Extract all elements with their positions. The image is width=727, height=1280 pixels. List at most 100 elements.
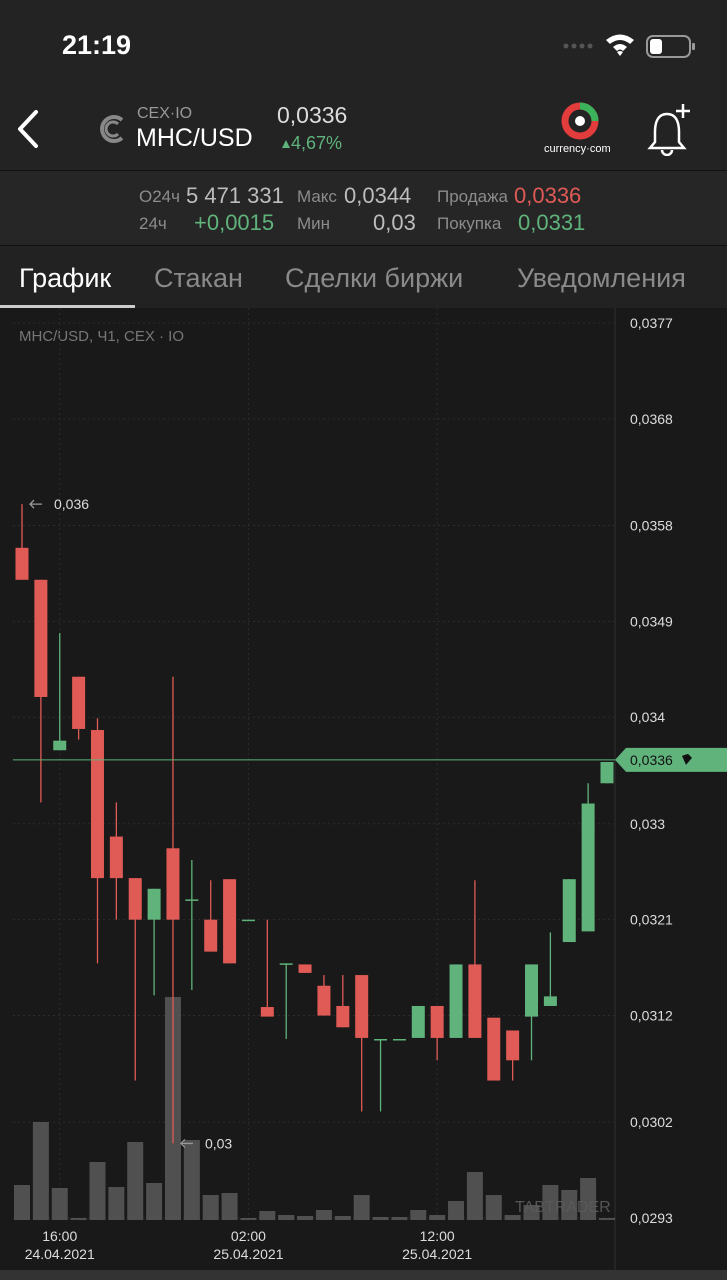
tab[interactable]: График: [19, 263, 112, 293]
marker-arrow: [180, 1138, 193, 1148]
volume-bar: [240, 1218, 257, 1220]
candle-body: [336, 1005, 350, 1028]
volume-bar: [504, 1215, 521, 1220]
volume-bar: [523, 1205, 540, 1220]
up-arrow: [282, 140, 290, 148]
y-tick-label: 0,033: [630, 816, 665, 832]
header-price: 0,0336: [277, 102, 348, 128]
candle-body: [185, 899, 199, 901]
candle-body: [449, 964, 463, 1038]
last-price-tag: [615, 747, 727, 772]
marker-label: 0,03: [205, 1135, 232, 1151]
exchange-name: CEX·IO: [137, 105, 193, 122]
volume-bar: [391, 1217, 408, 1220]
volume-bar: [410, 1210, 427, 1220]
back-button[interactable]: [14, 108, 44, 150]
volume-bar: [146, 1183, 163, 1220]
marker-arrow: [29, 499, 42, 509]
y-tick-label: 0,0368: [630, 411, 673, 427]
candle-body: [562, 879, 576, 943]
volume-bar: [221, 1193, 238, 1220]
x-tick-date: 25.04.2021: [213, 1246, 283, 1262]
chart-label: MHC/USD, Ч1, CEX · IO: [19, 328, 184, 345]
brand-logo[interactable]: [559, 102, 601, 142]
volume-bar: [108, 1187, 125, 1220]
stat-value: 5 471 331: [186, 183, 284, 208]
volume-bar: [466, 1172, 483, 1220]
marker-label: 0,036: [54, 496, 89, 512]
volume-bar: [51, 1188, 68, 1220]
y-tick-label: 0,0312: [630, 1008, 673, 1024]
stat-label: Покупка: [437, 214, 502, 233]
status-icons: [563, 34, 695, 58]
candle-body: [241, 919, 255, 922]
volume-bar: [429, 1215, 446, 1220]
candle-body: [374, 1039, 388, 1041]
volume-bar: [448, 1201, 465, 1220]
alert-button[interactable]: [645, 102, 695, 156]
volume-bar: [485, 1195, 502, 1220]
stat-value: 0,03: [373, 210, 416, 235]
bottom-bar: [0, 1270, 727, 1280]
candle-body: [487, 1017, 501, 1081]
exchange-logo: [100, 115, 124, 143]
header-bar: [0, 0, 727, 171]
volume-bar: [297, 1216, 314, 1220]
volume-bar: [127, 1142, 144, 1220]
stat-value: 0,0344: [344, 183, 412, 208]
x-tick-date: 25.04.2021: [402, 1246, 472, 1262]
volume-bar: [542, 1185, 559, 1220]
stat-label: Макс: [297, 187, 337, 206]
volume-bar: [183, 1140, 200, 1220]
tab[interactable]: Уведомления: [517, 263, 686, 293]
candle-body: [600, 761, 614, 784]
x-tick-label: 02:00: [231, 1228, 266, 1244]
volume-bar: [372, 1217, 389, 1220]
candle-body: [53, 740, 67, 751]
tab[interactable]: Стакан: [154, 263, 243, 293]
volume-bar: [259, 1211, 276, 1220]
stat-label: 24ч: [139, 214, 167, 233]
y-tick-label: 0,0293: [630, 1210, 673, 1226]
candlestick-chart: MHC/USD, Ч1, CEX · IO TABTRADER 0,03770,…: [0, 308, 727, 1280]
y-tick-label: 0,0377: [630, 315, 673, 331]
status-time: 21:19: [62, 30, 132, 60]
candle-body: [72, 676, 86, 729]
candle-body: [223, 879, 237, 964]
volume-bar: [14, 1185, 30, 1220]
x-tick-date: 24.04.2021: [25, 1246, 95, 1262]
y-tick-label: 0,0302: [630, 1114, 673, 1130]
brand-name: currency·com: [544, 143, 611, 155]
candle-body: [204, 919, 218, 952]
volume-bar: [353, 1195, 370, 1220]
candle-body: [411, 1005, 425, 1038]
y-tick-label: 0,0321: [630, 912, 673, 928]
tab-bar: [0, 246, 727, 308]
stat-label: Мин: [297, 214, 331, 233]
x-tick-label: 12:00: [420, 1228, 455, 1244]
candle-body: [317, 985, 331, 1016]
candle-body: [581, 803, 595, 932]
volume-bar: [89, 1162, 106, 1220]
candle-body: [147, 888, 161, 920]
volume-bar: [278, 1215, 295, 1220]
volume-bar: [334, 1216, 351, 1220]
volume-bar: [315, 1210, 332, 1220]
candle-body: [468, 964, 482, 1038]
candle-body: [506, 1030, 520, 1061]
candle-body: [166, 848, 180, 920]
y-tick-label: 0,0349: [630, 613, 673, 629]
stat-label: Продажа: [437, 187, 508, 206]
candle-body: [109, 836, 123, 879]
volume-bar: [580, 1178, 597, 1220]
candle-body: [543, 996, 557, 1006]
candle-body: [128, 878, 142, 920]
x-tick-label: 16:00: [42, 1228, 77, 1244]
tab[interactable]: Сделки биржи: [285, 263, 464, 293]
candle-body: [430, 1005, 444, 1038]
volume-bar: [561, 1190, 578, 1220]
candle-body: [298, 964, 312, 973]
y-tick-label: 0,0358: [630, 517, 673, 533]
stat-value: +0,0015: [194, 210, 275, 235]
